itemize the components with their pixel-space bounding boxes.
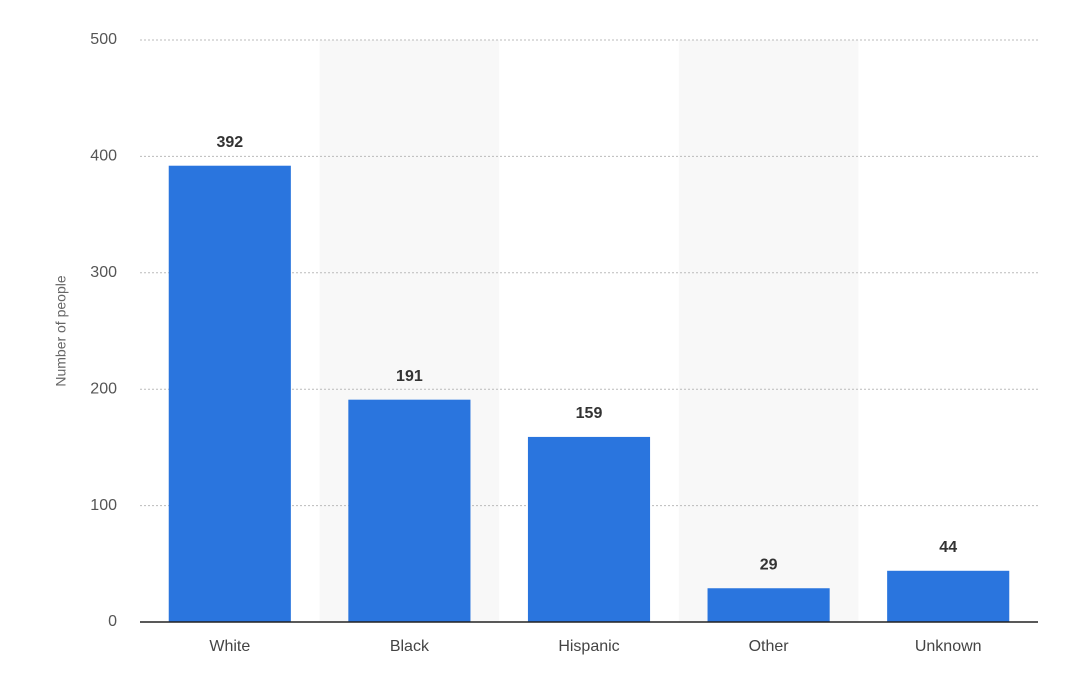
- x-tick-label: Black: [390, 638, 430, 655]
- y-tick-label: 300: [90, 264, 117, 281]
- value-label: 44: [939, 539, 957, 556]
- bar: [887, 570, 1010, 622]
- x-tick-label: Hispanic: [558, 638, 619, 655]
- x-tick-label: Unknown: [915, 638, 982, 655]
- bar: [527, 436, 651, 622]
- band-background: [678, 40, 859, 622]
- value-label: 159: [576, 405, 603, 422]
- value-label: 392: [216, 134, 243, 151]
- x-tick-label: Other: [749, 638, 790, 655]
- bar: [707, 588, 830, 622]
- y-tick-label: 0: [108, 613, 117, 630]
- value-label: 191: [396, 368, 423, 385]
- y-tick-label: 500: [90, 31, 117, 48]
- y-axis-title: Number of people: [53, 275, 69, 387]
- value-label: 29: [760, 556, 778, 573]
- y-tick-label: 100: [90, 497, 117, 514]
- bar: [168, 165, 291, 622]
- bar: [348, 399, 471, 622]
- x-tick-label: White: [209, 638, 250, 655]
- y-tick-label: 200: [90, 380, 117, 397]
- y-tick-label: 400: [90, 148, 117, 165]
